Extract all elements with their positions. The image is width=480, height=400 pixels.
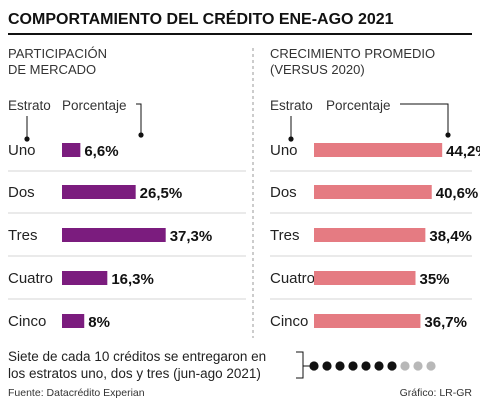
annotation-dot-filled (387, 361, 397, 371)
right-value-callout-dot (445, 132, 451, 138)
annotation-dot-filled (361, 361, 371, 371)
right-value-label: 35% (420, 271, 450, 288)
right-value-header: Porcentaje (326, 98, 391, 113)
annotation-bracket (296, 351, 304, 379)
annotation-line-2: los estratos uno, dos y tres (jun-ago 20… (8, 366, 261, 381)
left-bar-estrato-1 (62, 143, 81, 157)
right-category-label: Cinco (270, 313, 308, 330)
left-bar-estrato-4 (62, 271, 108, 285)
annotation-dot-empty (400, 361, 410, 371)
left-value-label: 6,6% (84, 143, 118, 160)
right-value-label: 36,7% (424, 314, 467, 331)
right-value-callout-line (400, 103, 449, 134)
right-bar-estrato-2 (314, 185, 432, 199)
left-category-header: Estrato (8, 98, 51, 113)
right-value-label: 40,6% (436, 185, 479, 202)
right-category-callout-dot (288, 136, 294, 142)
left-value-label: 8% (88, 314, 110, 331)
right-value-label: 44,2% (446, 143, 480, 160)
left-bar-estrato-5 (62, 314, 85, 328)
left-value-callout-dot (138, 132, 144, 138)
right-category-header: Estrato (270, 98, 313, 113)
annotation-dot-empty (426, 361, 436, 371)
left-value-callout-line (136, 103, 142, 134)
right-bar-estrato-4 (314, 271, 416, 285)
annotation-dot-filled (335, 361, 345, 371)
right-value-label: 38,4% (429, 228, 472, 245)
chart-rows: Uno 6,6% Dos 26,5% Tres 37,3% Cuatro 16,3% Cinco… (8, 142, 480, 331)
annotation-dot-filled (309, 361, 319, 371)
left-category-label: Cuatro (8, 270, 53, 287)
annotation-dot-empty (413, 361, 423, 371)
left-value-label: 26,5% (140, 185, 183, 202)
chart-title: COMPORTAMIENTO DEL CRÉDITO ENE-AGO 2021 (8, 9, 394, 28)
left-value-label: 37,3% (170, 228, 213, 245)
right-category-label: Tres (270, 227, 299, 244)
graphic-credit: Gráfico: LR-GR (400, 387, 473, 399)
annotation-line-1: Siete de cada 10 créditos se entregaron … (8, 349, 266, 364)
left-category-label: Tres (8, 227, 37, 244)
annotation-dot-filled (322, 361, 332, 371)
left-category-label: Uno (8, 142, 36, 159)
right-category-label: Uno (270, 142, 298, 159)
right-bar-estrato-1 (314, 143, 443, 157)
right-category-label: Cuatro (270, 270, 315, 287)
left-category-callout-dot (24, 136, 30, 142)
left-category-label: Cinco (8, 313, 46, 330)
right-panel-subtitle-line-2: (VERSUS 2020) (270, 62, 365, 77)
source-note: Fuente: Datacrédito Experian (8, 387, 145, 399)
left-panel-subtitle-line-1: PARTICIPACIÓN (8, 46, 107, 61)
right-category-label: Dos (270, 184, 297, 201)
right-panel-subtitle-line-1: CRECIMIENTO PROMEDIO (270, 46, 435, 61)
right-bar-estrato-5 (314, 314, 421, 328)
left-value-label: 16,3% (111, 271, 154, 288)
annotation-dots (309, 361, 436, 371)
left-bar-estrato-2 (62, 185, 136, 199)
annotation-dot-filled (374, 361, 384, 371)
title-underline (8, 33, 472, 35)
left-bar-estrato-3 (62, 228, 166, 242)
annotation-dot-filled (348, 361, 358, 371)
left-category-label: Dos (8, 184, 35, 201)
right-bar-estrato-3 (314, 228, 426, 242)
left-value-header: Porcentaje (62, 98, 127, 113)
left-panel-subtitle-line-2: DE MERCADO (8, 62, 96, 77)
